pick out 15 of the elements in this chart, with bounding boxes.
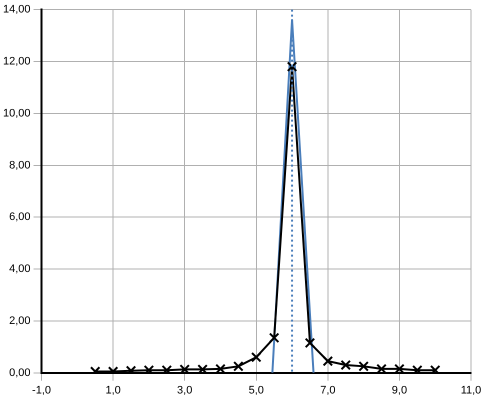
y-tick-label: 2,00: [9, 314, 31, 327]
y-tick-label: 0,00: [9, 366, 31, 379]
x-tick-label: 11,0: [460, 384, 482, 396]
x-tick-label: 5,0: [248, 384, 264, 396]
y-tick-label: 12,00: [2, 56, 31, 68]
y-tick-label: 6,00: [9, 211, 31, 224]
y-tick-label: 4,00: [9, 263, 31, 276]
x-tick-label: 1,0: [105, 384, 121, 396]
x-tick-label: 7,0: [320, 384, 336, 396]
y-tick-label: 10,00: [2, 107, 31, 120]
x-tick-label: 9,0: [392, 384, 408, 396]
x-tick-label: -1,0: [32, 384, 52, 396]
x-tick-label: 3,0: [177, 384, 192, 396]
y-tick-label: 14,00: [2, 4, 31, 16]
y-tick-label: 8,00: [9, 159, 31, 172]
